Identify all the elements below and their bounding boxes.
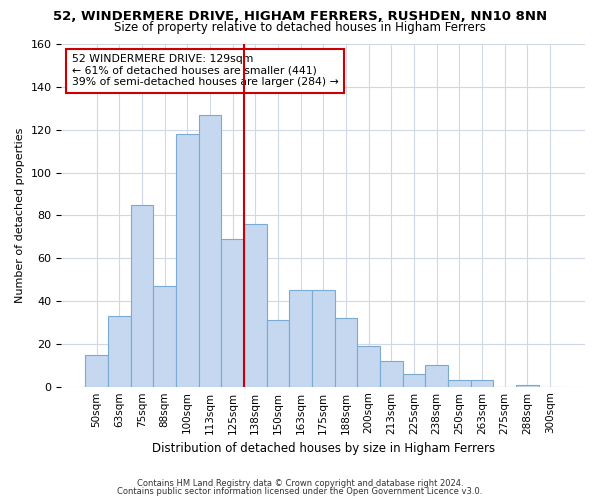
Bar (335, 318, 357, 386)
Text: Contains HM Land Registry data © Crown copyright and database right 2024.: Contains HM Land Registry data © Crown c… (137, 478, 463, 488)
Bar (244, 224, 266, 386)
Bar (153, 286, 176, 386)
Bar (289, 290, 312, 386)
Y-axis label: Number of detached properties: Number of detached properties (15, 128, 25, 303)
Bar (380, 361, 403, 386)
Bar (131, 204, 153, 386)
Bar (312, 290, 335, 386)
Text: 52 WINDERMERE DRIVE: 129sqm
← 61% of detached houses are smaller (441)
39% of se: 52 WINDERMERE DRIVE: 129sqm ← 61% of det… (72, 54, 338, 88)
Bar (85, 354, 108, 386)
Bar (470, 380, 493, 386)
X-axis label: Distribution of detached houses by size in Higham Ferrers: Distribution of detached houses by size … (152, 442, 495, 455)
Bar (516, 384, 539, 386)
Text: Size of property relative to detached houses in Higham Ferrers: Size of property relative to detached ho… (114, 21, 486, 34)
Bar (425, 366, 448, 386)
Text: Contains public sector information licensed under the Open Government Licence v3: Contains public sector information licen… (118, 487, 482, 496)
Bar (403, 374, 425, 386)
Bar (357, 346, 380, 387)
Bar (266, 320, 289, 386)
Bar (221, 239, 244, 386)
Text: 52, WINDERMERE DRIVE, HIGHAM FERRERS, RUSHDEN, NN10 8NN: 52, WINDERMERE DRIVE, HIGHAM FERRERS, RU… (53, 10, 547, 23)
Bar (199, 114, 221, 386)
Bar (448, 380, 470, 386)
Bar (108, 316, 131, 386)
Bar (176, 134, 199, 386)
